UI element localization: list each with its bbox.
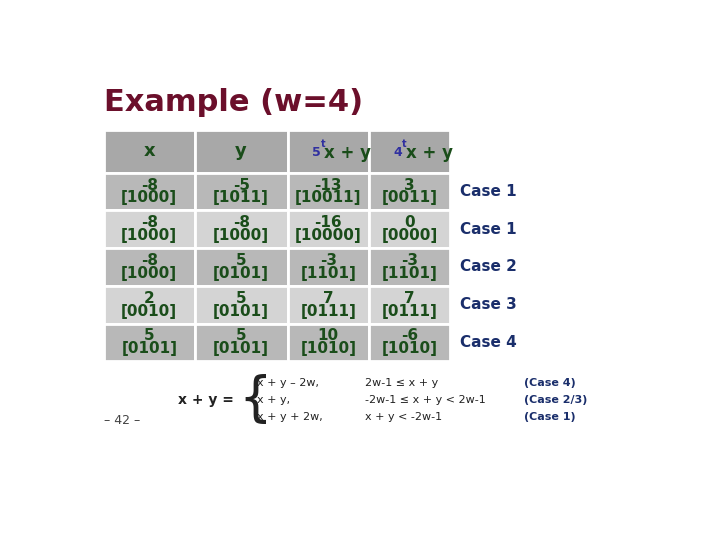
Text: (Case 1): (Case 1) (524, 411, 575, 422)
Text: {: { (239, 374, 272, 426)
Bar (194, 210, 287, 248)
Text: y: y (235, 143, 247, 160)
Bar (104, 323, 194, 361)
Text: [1101]: [1101] (300, 266, 356, 281)
Bar (194, 173, 287, 211)
Bar (287, 248, 369, 286)
Text: 5: 5 (236, 253, 246, 268)
Text: (Case 2/3): (Case 2/3) (524, 395, 588, 405)
Bar (104, 286, 194, 323)
Bar (104, 210, 194, 248)
Text: x + y,: x + y, (256, 395, 289, 405)
Text: 5: 5 (312, 146, 320, 159)
Text: Case 1: Case 1 (459, 184, 516, 199)
Bar (287, 173, 369, 211)
Bar (369, 173, 451, 211)
Text: [1010]: [1010] (300, 341, 356, 356)
Text: x + y + 2w,: x + y + 2w, (256, 411, 323, 422)
Text: [0101]: [0101] (213, 341, 269, 356)
Text: [10000]: [10000] (295, 228, 361, 243)
Text: x: x (143, 143, 155, 160)
Bar (194, 130, 287, 173)
Text: -6: -6 (401, 328, 418, 343)
Text: 10: 10 (318, 328, 339, 343)
Text: -8: -8 (141, 178, 158, 193)
Text: -8: -8 (233, 215, 250, 230)
Text: Case 1: Case 1 (459, 222, 516, 237)
Text: -13: -13 (315, 178, 342, 193)
Text: [1011]: [1011] (213, 191, 269, 205)
Text: 3: 3 (405, 178, 415, 193)
Text: [0101]: [0101] (121, 341, 177, 356)
Text: x + y =: x + y = (178, 393, 233, 407)
Text: 2w-1 ≤ x + y: 2w-1 ≤ x + y (365, 378, 438, 388)
Text: t: t (402, 139, 407, 148)
Bar (369, 248, 451, 286)
Bar (287, 210, 369, 248)
Bar (104, 248, 194, 286)
Text: 4: 4 (393, 146, 402, 159)
Text: 7: 7 (405, 291, 415, 306)
Text: -3: -3 (320, 253, 337, 268)
Text: [0101]: [0101] (213, 303, 269, 319)
Text: Example (w=4): Example (w=4) (104, 88, 363, 117)
Text: 5: 5 (236, 328, 246, 343)
Bar (194, 248, 287, 286)
Text: [0000]: [0000] (382, 228, 438, 243)
Text: 2: 2 (144, 291, 155, 306)
Bar (369, 130, 451, 173)
Text: -8: -8 (141, 253, 158, 268)
Text: [1000]: [1000] (121, 191, 177, 205)
Text: [10011]: [10011] (295, 191, 361, 205)
Text: [1010]: [1010] (382, 341, 438, 356)
Bar (287, 130, 369, 173)
Bar (369, 210, 451, 248)
Bar (194, 286, 287, 323)
Bar (369, 286, 451, 323)
Text: -3: -3 (401, 253, 418, 268)
Text: Case 4: Case 4 (459, 335, 516, 350)
Bar (104, 173, 194, 211)
Text: (Case 4): (Case 4) (524, 378, 576, 388)
Text: [1000]: [1000] (213, 228, 269, 243)
Text: -8: -8 (141, 215, 158, 230)
Text: x + y < -2w-1: x + y < -2w-1 (365, 411, 442, 422)
Text: 5: 5 (236, 291, 246, 306)
Bar (104, 130, 194, 173)
Text: x + y: x + y (406, 144, 453, 162)
Text: Case 3: Case 3 (459, 297, 516, 312)
Bar (287, 286, 369, 323)
Text: 7: 7 (323, 291, 333, 306)
Text: x + y – 2w,: x + y – 2w, (256, 378, 319, 388)
Text: -16: -16 (315, 215, 342, 230)
Text: -5: -5 (233, 178, 250, 193)
Text: [0111]: [0111] (382, 303, 438, 319)
Text: [0011]: [0011] (382, 191, 438, 205)
Text: x + y: x + y (325, 144, 372, 162)
Text: [1000]: [1000] (121, 266, 177, 281)
Text: [1000]: [1000] (121, 228, 177, 243)
Bar (369, 323, 451, 361)
Text: t: t (320, 139, 325, 148)
Bar (194, 323, 287, 361)
Bar (287, 323, 369, 361)
Text: 5: 5 (144, 328, 155, 343)
Text: [0111]: [0111] (300, 303, 356, 319)
Text: Case 2: Case 2 (459, 259, 516, 274)
Text: 0: 0 (405, 215, 415, 230)
Text: [0010]: [0010] (121, 303, 177, 319)
Text: [1101]: [1101] (382, 266, 438, 281)
Text: – 42 –: – 42 – (104, 414, 140, 427)
Text: -2w-1 ≤ x + y < 2w-1: -2w-1 ≤ x + y < 2w-1 (365, 395, 486, 405)
Text: [0101]: [0101] (213, 266, 269, 281)
